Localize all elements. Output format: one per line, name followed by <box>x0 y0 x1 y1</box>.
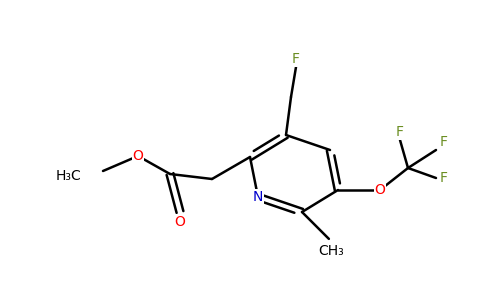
Text: O: O <box>375 183 385 197</box>
Text: N: N <box>253 190 263 204</box>
Text: F: F <box>292 52 300 66</box>
Text: O: O <box>133 149 143 163</box>
Text: H₃C: H₃C <box>55 169 81 183</box>
Text: CH₃: CH₃ <box>318 244 344 258</box>
Text: F: F <box>440 135 448 149</box>
Text: F: F <box>440 171 448 185</box>
Text: O: O <box>175 215 185 229</box>
Text: F: F <box>396 125 404 139</box>
